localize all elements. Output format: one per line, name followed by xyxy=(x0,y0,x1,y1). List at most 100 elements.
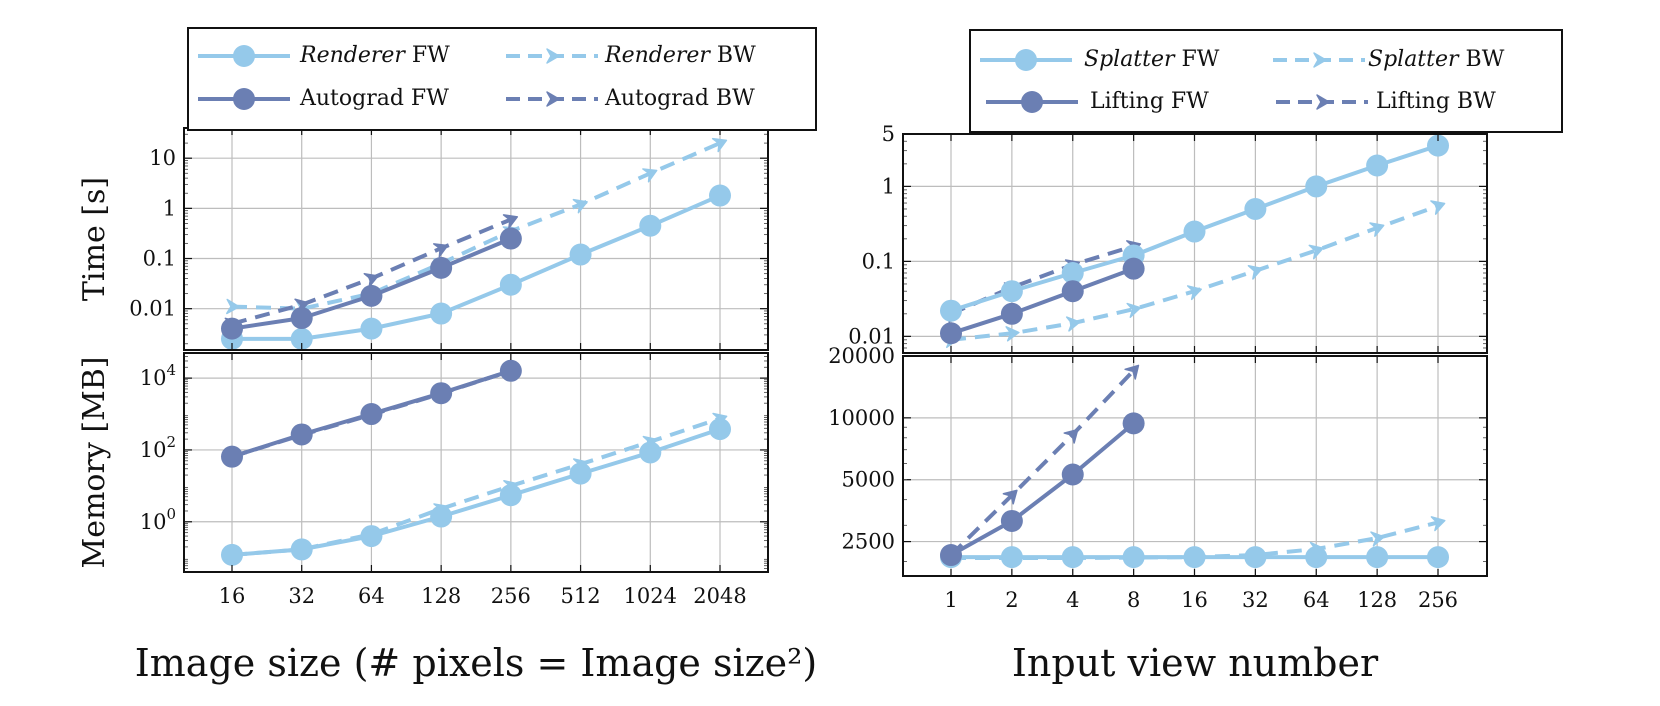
p2-series-renderer-fw-point-4 xyxy=(499,484,522,507)
p2-series-renderer-fw xyxy=(221,418,731,566)
p1-series-autograd-bw-point-3 xyxy=(433,243,449,258)
p2-series-renderer-fw-point-3 xyxy=(430,505,453,528)
p3-series-lifting-fw xyxy=(940,257,1145,345)
p3-series-splatter-fw-point-0 xyxy=(940,299,962,322)
p4-series-lifting-bw-point-3 xyxy=(1124,364,1140,380)
p1-series-renderer-fw-point-3 xyxy=(430,302,453,325)
p1-series-autograd-fw-point-2 xyxy=(360,284,383,307)
p4-xtick-label-8: 256 xyxy=(1418,588,1458,612)
frame-layer xyxy=(183,127,1488,577)
legend-swatch-lifting-bw xyxy=(1276,94,1368,110)
p2-series-autograd-fw-point-0 xyxy=(221,445,243,468)
p1-series-renderer-bw-point-0 xyxy=(226,298,240,315)
p2-xtick-label-0: 16 xyxy=(219,584,246,608)
p4-xtick-label-6: 64 xyxy=(1303,588,1330,612)
legend-label-splatter-fw: Splatter FW xyxy=(1084,47,1220,72)
p3-series-splatter-bw-point-8 xyxy=(1430,200,1446,215)
p4-series-lifting-fw-point-0 xyxy=(940,544,962,567)
p3-series-splatter-bw xyxy=(944,200,1446,349)
p3-series-splatter-fw-point-6 xyxy=(1305,175,1328,198)
p4-series-lifting-bw-point-2 xyxy=(1063,428,1079,444)
p3-series-lifting-fw-point-3 xyxy=(1122,257,1145,280)
p4-series-lifting-fw-point-1 xyxy=(1000,509,1023,532)
p3-series-splatter-fw-point-8 xyxy=(1427,134,1449,157)
p4-series-splatter-fw-point-3 xyxy=(1122,546,1145,569)
p2-ylabel: Memory [MB] xyxy=(77,357,112,569)
p4-series-splatter-fw-point-1 xyxy=(1000,546,1023,569)
p3-series-lifting-fw-point-0 xyxy=(940,322,962,345)
p4-xtick-label-1: 2 xyxy=(1005,588,1018,612)
p2-series-renderer-fw-point-2 xyxy=(360,525,383,548)
legend-left-box xyxy=(187,27,817,131)
p4-series-splatter-fw-point-2 xyxy=(1061,546,1084,569)
legend-label-autograd-fw: Autograd FW xyxy=(299,86,449,111)
p3-series-splatter-bw-point-1 xyxy=(1005,326,1020,342)
p4-series-splatter-fw xyxy=(940,546,1449,569)
legL-sw4-marker xyxy=(546,91,560,107)
legend-swatch-splatter-fw xyxy=(980,49,1072,71)
p1-series-renderer-fw-point-5 xyxy=(569,243,592,266)
p3-series-splatter-bw-point-7 xyxy=(1369,222,1385,237)
p1-series-autograd-fw-point-4 xyxy=(499,227,522,250)
p2-xtick-label-6: 1024 xyxy=(624,584,677,608)
p1-plot-area xyxy=(184,128,768,350)
p4-series-splatter-fw-point-5 xyxy=(1244,546,1267,569)
legR-sw1-marker xyxy=(1015,49,1037,71)
p3-series-splatter-fw-point-4 xyxy=(1183,220,1206,243)
p2-series-autograd-fw-point-1 xyxy=(290,423,313,446)
p4-ytick-label-2: 10000 xyxy=(828,406,895,430)
legend-label-renderer-fw: Renderer FW xyxy=(299,43,450,68)
p3-series-splatter-bw-point-2 xyxy=(1065,316,1081,332)
p1-ylabel: Time [s] xyxy=(77,177,112,301)
p3-series-splatter-bw-point-6 xyxy=(1308,244,1324,260)
legend-label-renderer-bw: Renderer BW xyxy=(604,43,756,68)
p2-series-autograd-fw-point-3 xyxy=(430,382,453,405)
p1-series-autograd-fw-point-0 xyxy=(221,317,243,340)
legend-swatch-autograd-bw xyxy=(506,91,598,107)
p1-series-autograd-fw-point-1 xyxy=(290,307,313,330)
p4-xtick-label-2: 4 xyxy=(1066,588,1079,612)
p3-series-lifting-fw-line xyxy=(950,266,1135,336)
p1-series-renderer-fw-point-7 xyxy=(709,184,731,207)
series-layer xyxy=(221,134,1449,569)
p2-xtick-label-1: 32 xyxy=(288,584,315,608)
p1-series-renderer-fw xyxy=(221,184,731,350)
legend-swatch-renderer-bw xyxy=(506,48,598,64)
p2-ytick-label-0: 100 xyxy=(140,505,176,534)
p2-series-renderer-fw-point-0 xyxy=(221,543,243,566)
p1-series-renderer-fw-line xyxy=(232,193,721,341)
p1-series-renderer-fw-point-6 xyxy=(639,214,662,237)
p2-series-renderer-fw-point-5 xyxy=(569,462,592,485)
legend-label-splatter-bw: Splatter BW xyxy=(1368,47,1505,72)
p4-ytick-label-0: 2500 xyxy=(842,530,895,554)
p2-series-renderer-fw-point-7 xyxy=(709,418,731,441)
p2-xtick-label-4: 256 xyxy=(491,584,531,608)
p4-ytick-label-1: 5000 xyxy=(842,468,895,492)
legend-swatch-splatter-bw xyxy=(1273,52,1365,68)
legend-left: Renderer FW Renderer BW Autograd FW Auto… xyxy=(187,27,817,131)
p3-series-splatter-bw-point-5 xyxy=(1247,264,1263,280)
p4-xtick-label-5: 32 xyxy=(1242,588,1269,612)
legend-label-lifting-bw: Lifting BW xyxy=(1376,89,1496,114)
p1-ytick-label-0: 0.01 xyxy=(129,297,176,321)
p1-ytick-label-2: 1 xyxy=(163,196,176,220)
p4-series-lifting-fw-line xyxy=(950,421,1135,557)
p2-ytick-label-1: 102 xyxy=(140,433,176,462)
legend-right-box xyxy=(969,29,1563,133)
p2-series-renderer-fw-point-1 xyxy=(290,538,313,561)
legL-sw2-marker xyxy=(546,48,560,64)
legend-swatch-autograd-fw xyxy=(198,88,290,110)
p1-series-renderer-fw-point-2 xyxy=(360,317,383,340)
p4-xtick-label-3: 8 xyxy=(1127,588,1140,612)
p1-series-renderer-fw-point-4 xyxy=(499,273,522,296)
p1-series-renderer-bw-point-5 xyxy=(572,198,588,214)
p3-series-splatter-bw-point-3 xyxy=(1126,302,1142,318)
p1-ytick-label-1: 0.1 xyxy=(143,247,176,271)
p3-series-splatter-bw-point-4 xyxy=(1186,285,1202,301)
legend-label-autograd-bw: Autograd BW xyxy=(604,86,755,111)
p2-series-renderer-fw-point-6 xyxy=(639,441,662,464)
p4-series-splatter-bw-point-7 xyxy=(1370,531,1385,547)
p3-series-splatter-fw-point-1 xyxy=(1000,280,1023,303)
legend-swatch-renderer-fw xyxy=(198,45,290,67)
